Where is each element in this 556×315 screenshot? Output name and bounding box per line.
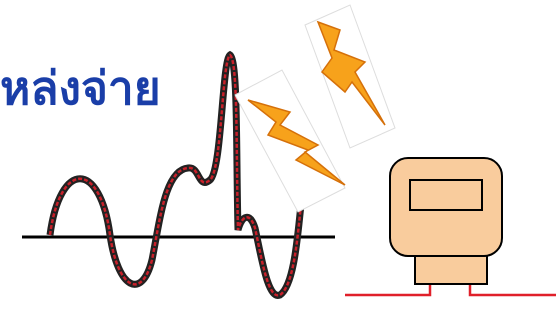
slide: หล่งจ่าย (() => { const data = JSON.pars…	[0, 0, 556, 315]
lightning-card	[305, 5, 395, 148]
meter	[345, 158, 556, 295]
illustration	[0, 0, 556, 315]
title: หล่งจ่าย	[0, 52, 161, 125]
lightning-card	[235, 70, 345, 212]
